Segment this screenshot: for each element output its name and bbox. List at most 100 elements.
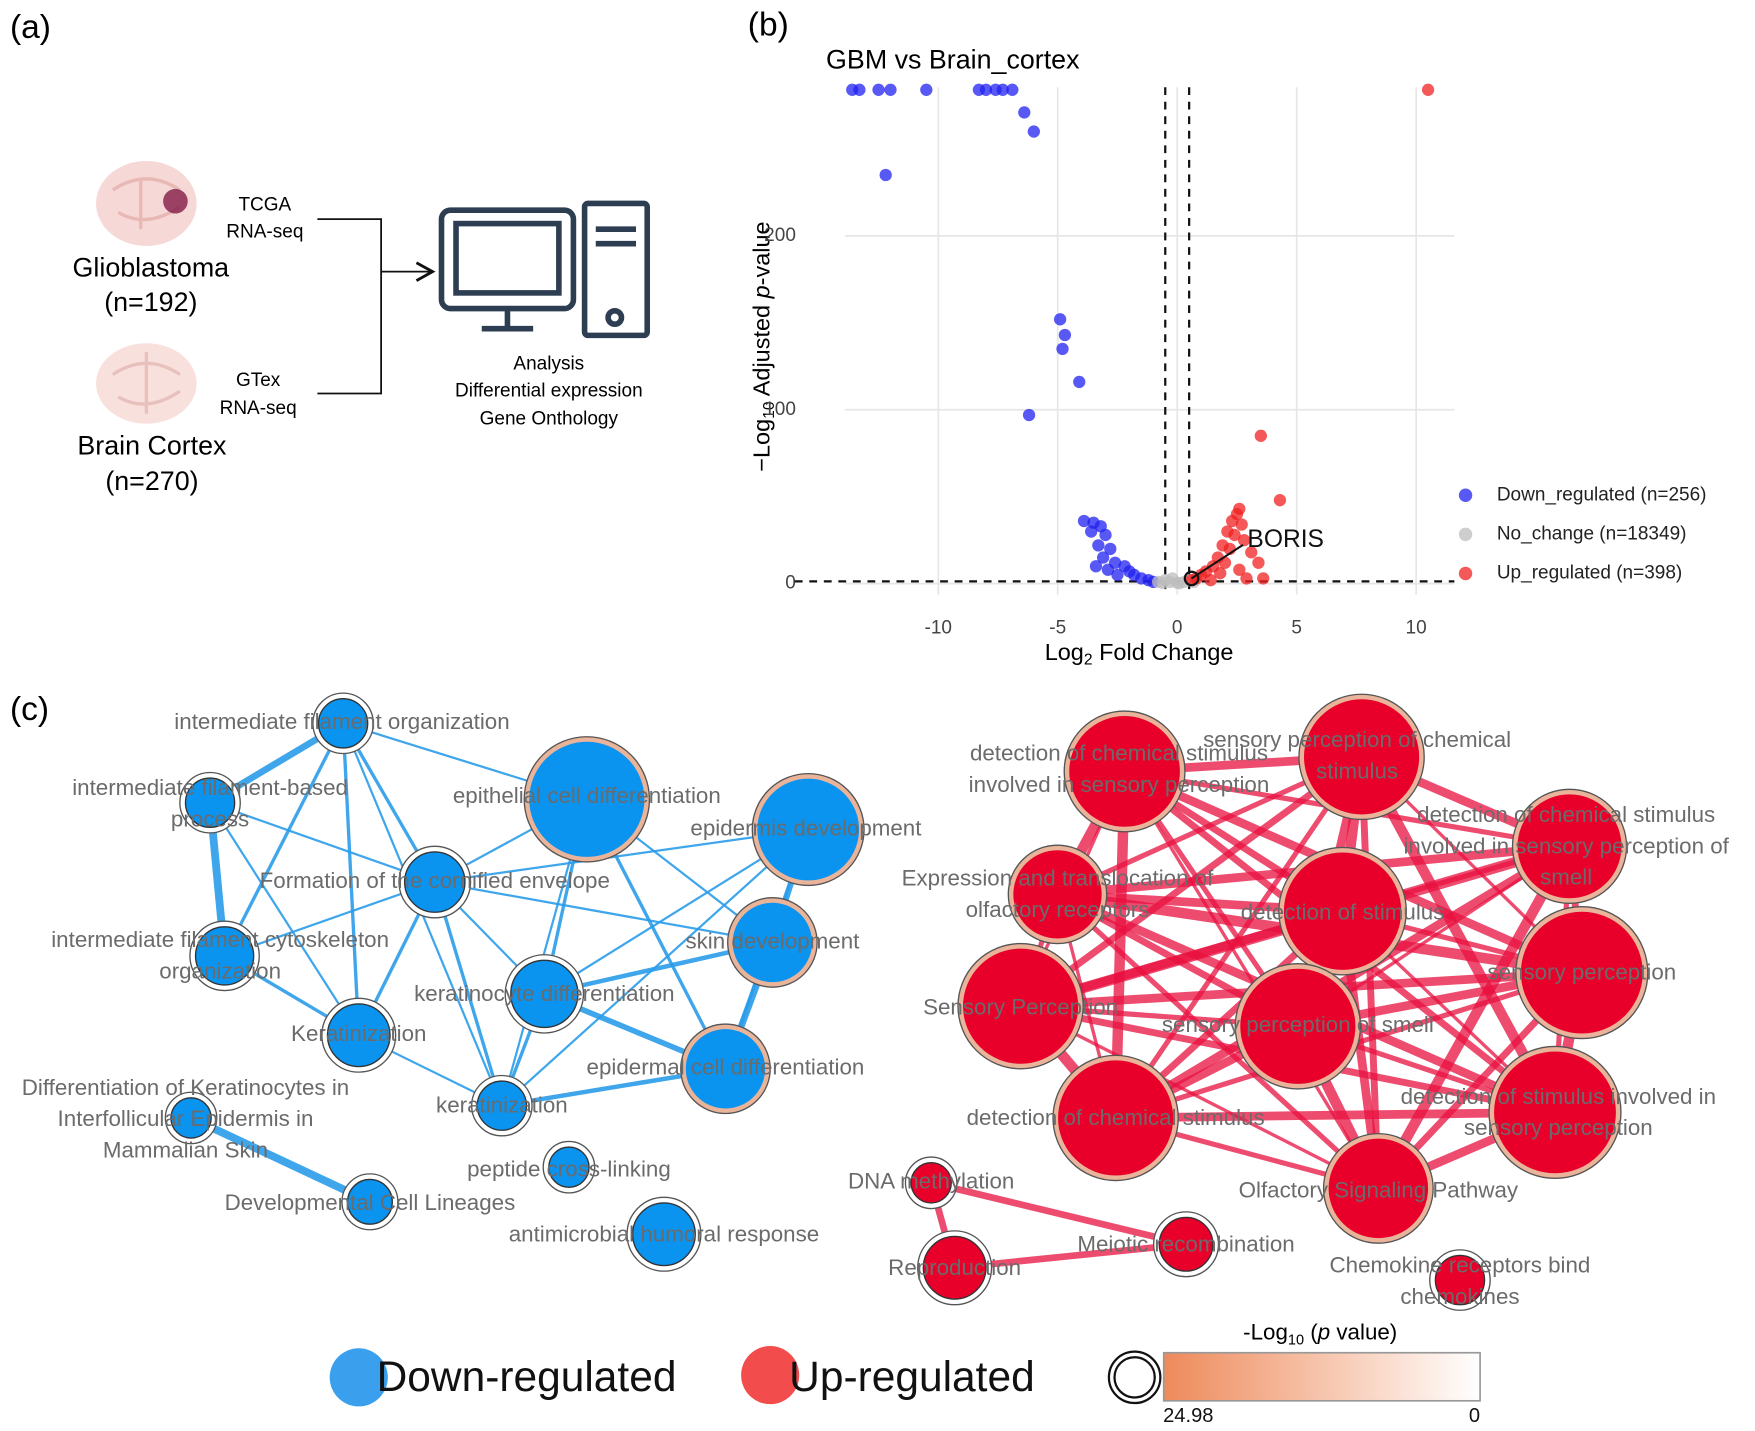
network-node (1282, 851, 1403, 971)
node-label: antimicrobial humoral response (509, 1221, 819, 1246)
node-label: olfactory receptors (966, 897, 1150, 922)
network-node (731, 901, 814, 984)
connector (317, 218, 383, 395)
point (1101, 563, 1115, 576)
node-label: Meiotic recombination (1077, 1231, 1294, 1256)
node-label: epidermis development (690, 815, 922, 840)
network-node (1434, 1254, 1486, 1306)
network-edge (1373, 843, 1575, 1191)
legend-marker (1458, 488, 1473, 502)
point (1237, 534, 1251, 547)
network-node (510, 959, 579, 1029)
panel-label: (a) (10, 9, 51, 46)
tumor-icon (163, 188, 188, 214)
point (1233, 563, 1246, 576)
panel-label: (c) (10, 691, 49, 728)
y-tick-label: 100 (764, 399, 796, 420)
network-node (1519, 910, 1644, 1035)
point (1257, 572, 1270, 585)
label: Brain Cortex (77, 430, 227, 460)
point (1006, 83, 1019, 96)
node-label: detection of chemical stimulus (1417, 802, 1715, 827)
point (1027, 125, 1040, 138)
node-label: keratinization (436, 1093, 568, 1118)
networks: intermediate filament organization interm… (22, 692, 1730, 1311)
point (1018, 106, 1031, 119)
point (1077, 514, 1091, 528)
point (996, 83, 1009, 96)
point (1204, 574, 1217, 587)
legend-label: Down-regulated (377, 1354, 677, 1401)
network-edge (224, 881, 436, 957)
network-edge (209, 802, 360, 1036)
point (1226, 514, 1239, 528)
node-label: Developmental Cell Lineages (225, 1190, 516, 1215)
network-edge (1115, 1108, 1556, 1123)
x-tick-label: -10 (925, 617, 952, 638)
network-node (170, 1097, 212, 1139)
annotated-point (1183, 570, 1200, 587)
label: Gene Onthology (480, 408, 619, 429)
node-label: involved in sensory perception of (1403, 833, 1729, 858)
computer-icon (438, 200, 650, 339)
x-tick-label: 0 (1172, 617, 1183, 638)
node-label: stimulus (1316, 758, 1398, 783)
network-node (922, 1235, 987, 1300)
network-node (756, 777, 861, 882)
network-edge (434, 880, 773, 944)
network-node (1239, 967, 1357, 1085)
point (1111, 568, 1124, 582)
point (1096, 551, 1110, 564)
node-label: organization (159, 959, 281, 984)
network-node (476, 1080, 528, 1131)
annotation-line (1190, 544, 1244, 580)
network-node (1158, 1216, 1214, 1272)
point (1245, 546, 1258, 559)
node-label: Olfactory Signaling Pathway (1239, 1178, 1519, 1203)
legend-label: Up_regulated (n=398) (1497, 563, 1682, 584)
label: RNA-seq (220, 398, 297, 419)
node-label: detection of stimulus involved in (1401, 1084, 1716, 1109)
network-node (1516, 793, 1623, 900)
point (1104, 542, 1117, 556)
node-label: sensory perception (1464, 1115, 1653, 1140)
node-label: chemokines (1400, 1284, 1519, 1309)
y-axis-label: −Log10 Adjusted p-value (749, 221, 779, 471)
point (884, 83, 897, 96)
legend-marker (329, 1348, 388, 1407)
node-label: peptide cross-linking (467, 1156, 671, 1181)
scale-tick-label: 24.98 (1163, 1405, 1213, 1427)
node-label: skin development (685, 928, 860, 953)
node-label: involved in sensory perception (969, 772, 1270, 797)
network-edge (433, 881, 504, 1107)
panel-label: (b) (748, 7, 789, 44)
node-label: detection of chemical stimulus (967, 1105, 1265, 1130)
point (1073, 375, 1086, 389)
y-tick-label: 200 (764, 225, 796, 246)
network-node (1056, 1059, 1175, 1177)
point (1173, 577, 1186, 590)
x-axis-label: Log2 Fold Change (1045, 639, 1234, 669)
network-node (631, 1202, 696, 1267)
point (872, 83, 885, 96)
point (1254, 429, 1267, 442)
label: (n=192) (104, 287, 197, 317)
network-edge (209, 801, 436, 884)
point (1240, 572, 1253, 585)
node-label: process (171, 806, 249, 831)
x-tick-label: -5 (1049, 617, 1066, 638)
scale-title: -Log10 (p value) (1243, 1320, 1397, 1349)
label: TCGA (238, 195, 291, 216)
point (853, 83, 866, 96)
node-label: Sensory Perception (923, 994, 1118, 1019)
point (879, 168, 892, 182)
node-label: Differentiation of Keratinocytes in (22, 1075, 349, 1100)
legend-ring (1107, 1350, 1162, 1405)
point (979, 83, 993, 96)
network-node (1302, 698, 1421, 816)
node-label: intermediate filament-based (72, 775, 348, 800)
node-label: epidermal cell differentiation (587, 1055, 865, 1080)
point (1092, 539, 1105, 552)
node-label: intermediate filament cytoskeleton (51, 927, 389, 952)
